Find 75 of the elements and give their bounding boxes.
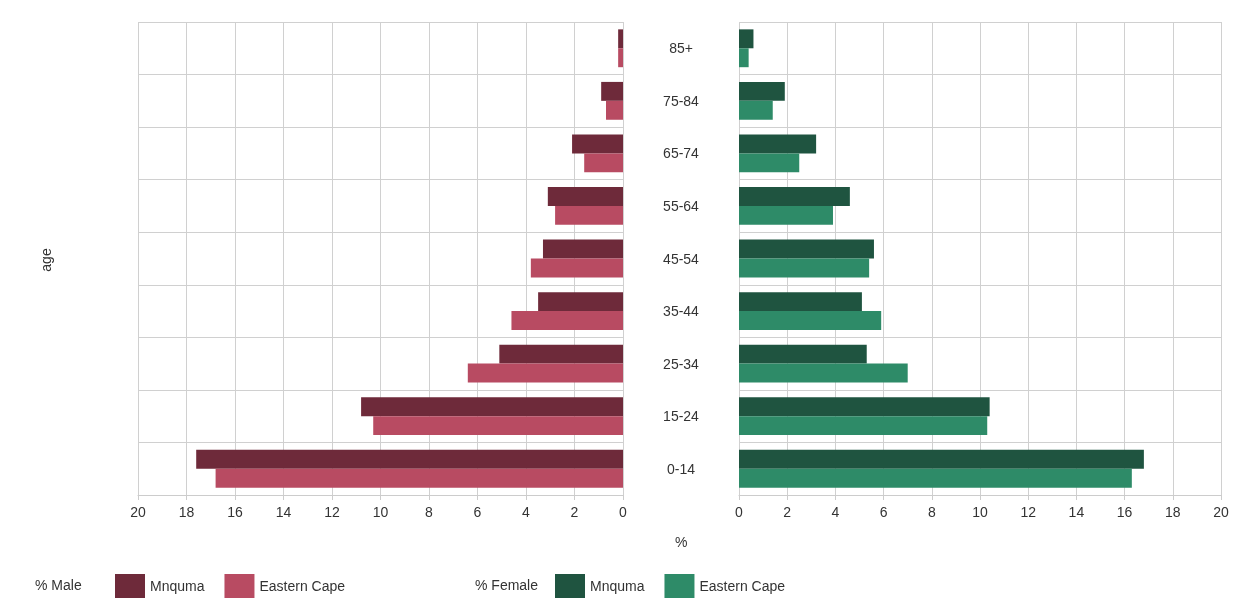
legend-label: Eastern Cape: [699, 578, 786, 594]
bar: [530, 258, 623, 278]
bar: [739, 48, 749, 68]
bar: [739, 416, 988, 436]
legend-title: % Male: [35, 577, 82, 593]
bar: [467, 363, 623, 383]
bar: [538, 292, 623, 312]
bar: [739, 100, 773, 120]
y-tick-label: 55-64: [663, 197, 700, 214]
bar: [739, 468, 1132, 488]
bar: [499, 344, 623, 364]
bar: [739, 205, 833, 225]
x-tick-label: 16: [227, 504, 243, 520]
legend-label: Eastern Cape: [259, 578, 346, 594]
x-tick-label: 14: [275, 504, 292, 520]
x-tick-label: 16: [1116, 504, 1133, 520]
x-tick-label: 0: [735, 504, 744, 520]
bar: [739, 153, 800, 173]
y-tick-label: 0-14: [666, 460, 696, 477]
y-tick-label: 85+: [669, 40, 693, 57]
y-tick-label: 45-54: [663, 250, 700, 267]
bar: [606, 100, 623, 120]
x-axis-title: %: [675, 534, 688, 550]
x-tick-label: 18: [1165, 504, 1181, 520]
bar: [739, 134, 817, 154]
bar: [739, 239, 874, 259]
bar: [373, 416, 623, 436]
bar: [618, 48, 623, 68]
bar: [739, 449, 1144, 469]
x-tick-label: 2: [570, 504, 579, 520]
bar: [739, 258, 870, 278]
bar: [739, 363, 908, 383]
y-tick-label: 35-44: [663, 303, 700, 320]
x-tick-label: 4: [831, 504, 840, 520]
bar: [511, 311, 623, 330]
bar: [572, 134, 623, 154]
legend-title: % Female: [475, 577, 539, 593]
x-tick-label: 14: [1068, 504, 1085, 520]
x-tick-label: 20: [1213, 504, 1229, 520]
bar: [739, 311, 882, 330]
bar: [555, 205, 623, 225]
bar: [739, 397, 990, 417]
x-tick-label: 6: [473, 504, 482, 520]
x-tick-label: 2: [783, 504, 792, 520]
x-tick-label: 10: [372, 504, 389, 520]
bar: [739, 29, 754, 49]
x-tick-label: 12: [324, 504, 340, 520]
x-tick-label: 8: [927, 504, 936, 520]
x-tick-label: 18: [178, 504, 195, 520]
bar: [542, 239, 623, 259]
bar: [739, 187, 850, 206]
x-tick-label: 4: [522, 504, 531, 520]
bar: [547, 187, 623, 206]
bar: [739, 344, 867, 364]
bar: [196, 449, 623, 469]
legend-label: Mnquma: [150, 578, 205, 594]
bar: [739, 81, 785, 101]
bar: [618, 29, 623, 49]
x-tick-label: 0: [619, 504, 628, 520]
y-tick-label: 25-34: [663, 355, 700, 372]
x-tick-label: 6: [879, 504, 888, 520]
x-tick-label: 10: [972, 504, 988, 520]
x-tick-label: 12: [1020, 504, 1037, 520]
y-tick-label: 65-74: [663, 145, 700, 162]
bar: [215, 468, 623, 488]
bar: [584, 153, 623, 173]
x-tick-label: 8: [425, 504, 434, 520]
x-tick-label: 20: [130, 504, 146, 520]
bar: [601, 81, 623, 101]
y-axis-title: age: [38, 248, 54, 272]
bar: [739, 292, 862, 312]
legend-label: Mnquma: [590, 578, 645, 594]
y-tick-label: 75-84: [663, 92, 700, 109]
y-tick-label: 15-24: [663, 408, 700, 425]
bar: [361, 397, 623, 417]
